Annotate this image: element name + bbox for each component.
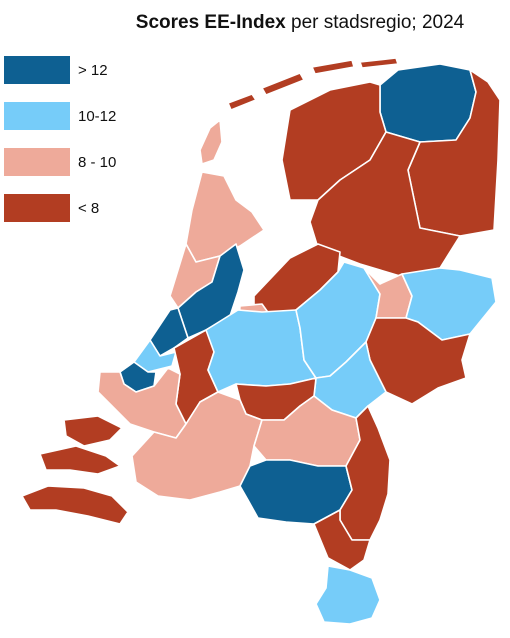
legend-label-gt12: > 12 bbox=[78, 62, 108, 79]
legend-swatch-lt8 bbox=[4, 194, 70, 222]
legend-swatch-10-12 bbox=[4, 102, 70, 130]
map-title: Scores EE-Index per stadsregio; 2024 bbox=[100, 12, 500, 34]
legend-label-lt8: < 8 bbox=[78, 200, 100, 217]
legend-label-8-10: 8 - 10 bbox=[78, 154, 117, 171]
legend-label-10-12: 10-12 bbox=[78, 108, 117, 125]
region-zuid-limburg bbox=[315, 565, 381, 625]
legend-swatch-gt12 bbox=[4, 56, 70, 84]
region-wadden-1 bbox=[227, 93, 257, 111]
region-wadden-2 bbox=[261, 72, 305, 96]
map-title-rest: per stadsregio; 2024 bbox=[285, 12, 465, 33]
region-zeeland-north bbox=[97, 367, 187, 439]
region-kop-noord-holland bbox=[185, 171, 265, 263]
region-midden-limburg bbox=[313, 509, 371, 571]
region-wadden-3 bbox=[311, 59, 355, 75]
map-title-bold: Scores EE-Index bbox=[135, 12, 286, 33]
legend-swatch-8-10 bbox=[4, 148, 70, 176]
region-wadden-4 bbox=[359, 57, 399, 69]
region-texel bbox=[199, 119, 223, 165]
region-zeeland-south bbox=[21, 415, 129, 525]
